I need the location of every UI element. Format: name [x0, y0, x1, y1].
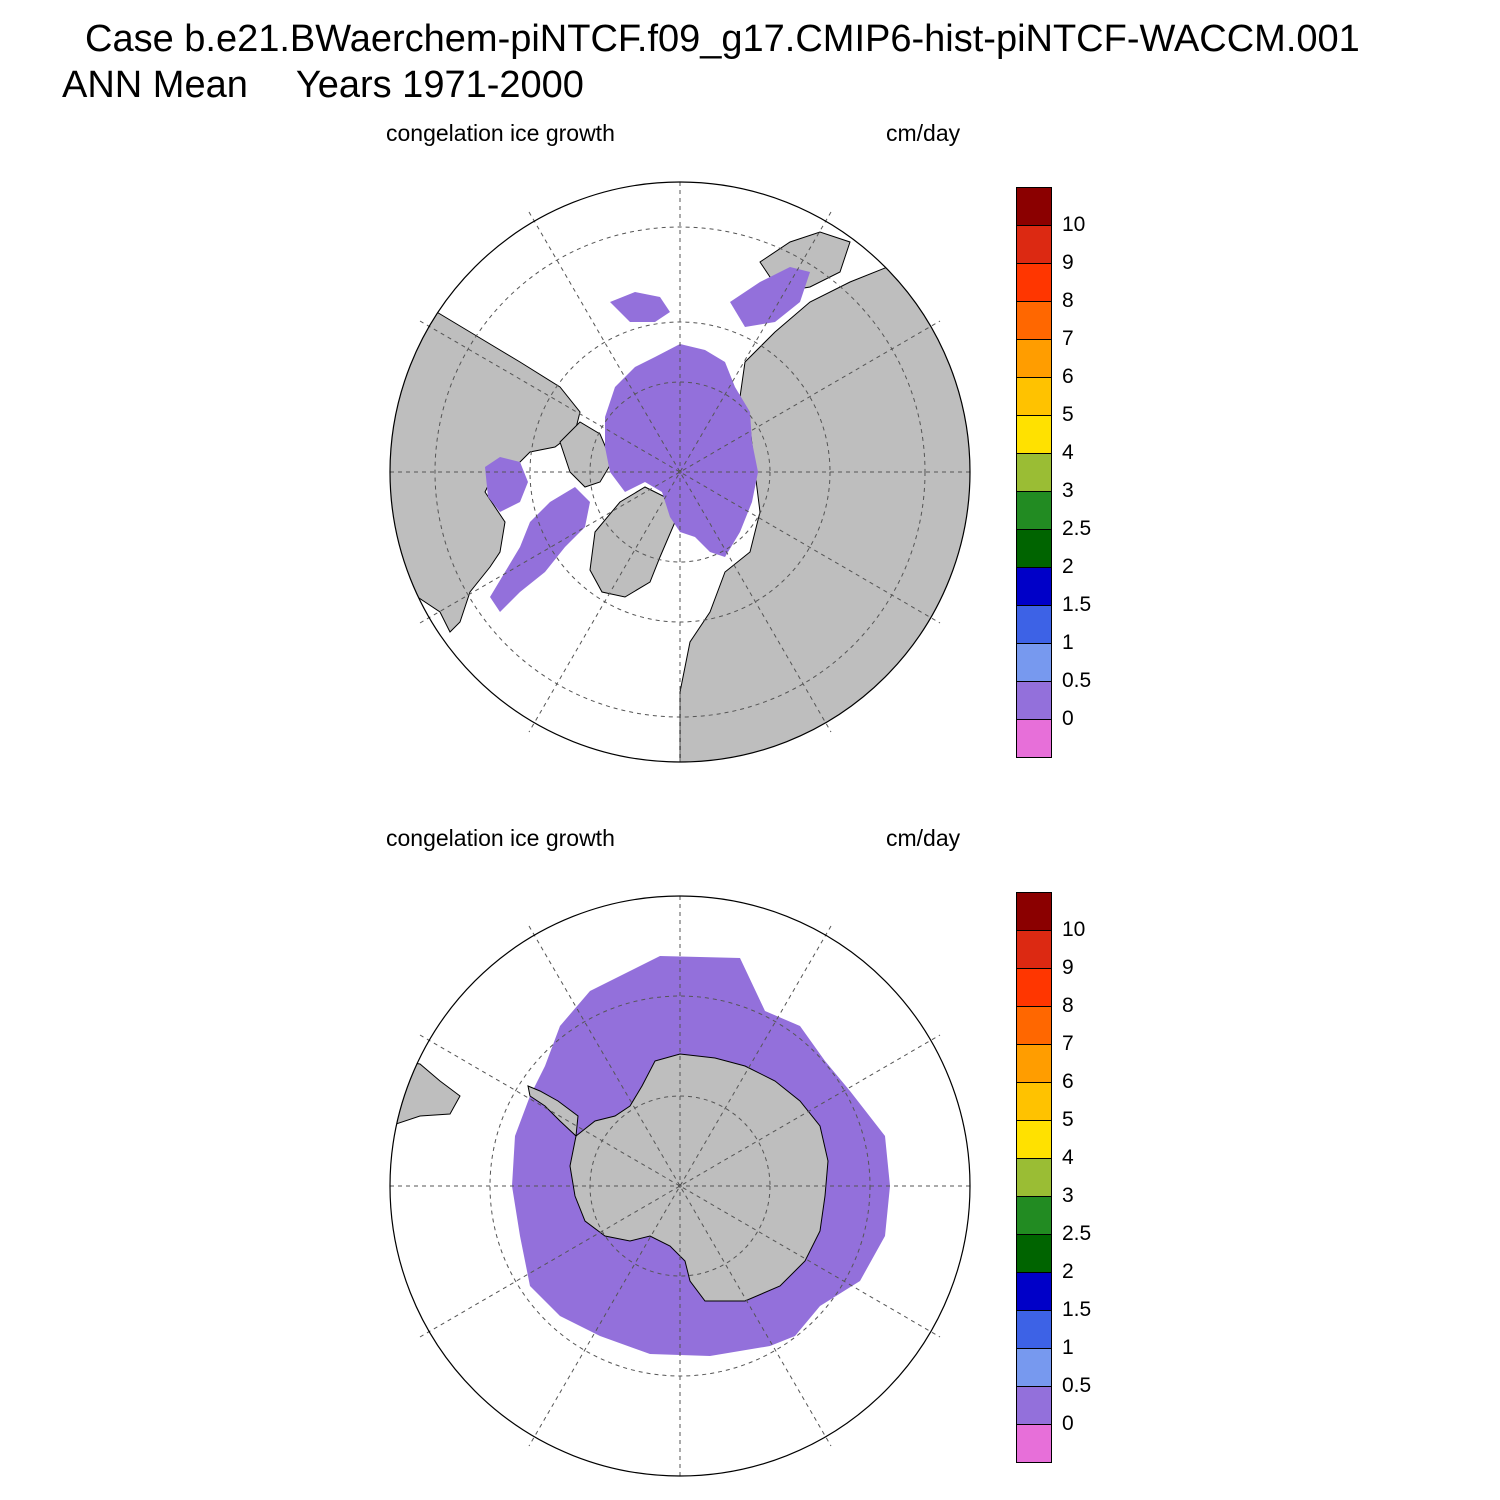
south-colorbar-label: 3 — [1062, 1184, 1074, 1207]
south-colorbar-box — [1016, 1386, 1052, 1425]
south-land-antarctica — [569, 1053, 829, 1302]
north-colorbar-label: 1 — [1062, 631, 1074, 654]
south-colorbar-box — [1016, 1158, 1052, 1197]
south-panel-units-label: cm/day — [886, 825, 961, 851]
north-colorbar-box — [1016, 567, 1052, 606]
figure-title-case: Case b.e21.BWaerchem-piNTCF.f09_g17.CMIP… — [85, 18, 1360, 60]
north-map-boundary — [389, 181, 971, 763]
north-colorbar-label: 2.5 — [1062, 517, 1092, 540]
years-label: Years 1971-2000 — [295, 64, 584, 106]
north-colorbar-label: 10 — [1062, 213, 1086, 236]
south-colorbar-box — [1016, 968, 1052, 1007]
south-graticule — [390, 896, 970, 1476]
north-colorbar-label: 0.5 — [1062, 669, 1092, 692]
south-colorbar-label: 2 — [1062, 1260, 1074, 1283]
south-colorbar-label: 4 — [1062, 1146, 1074, 1169]
north-colorbar-box — [1016, 339, 1052, 378]
south-land-antarctic-peninsula — [527, 1085, 579, 1138]
north-colorbar-label: 8 — [1062, 289, 1074, 312]
south-colorbar-label: 1 — [1062, 1336, 1074, 1359]
north-colorbar — [1016, 187, 1052, 759]
south-colorbar-label: 9 — [1062, 956, 1074, 979]
north-graticule — [390, 182, 970, 762]
north-colorbar-box — [1016, 529, 1052, 568]
south-colorbar-box — [1016, 1424, 1052, 1463]
north-land-greenland — [589, 486, 676, 598]
south-colorbar-label: 2.5 — [1062, 1222, 1092, 1245]
north-colorbar-label: 9 — [1062, 251, 1074, 274]
north-colorbar-box — [1016, 681, 1052, 720]
season-label: ANN Mean — [62, 64, 248, 106]
north-colorbar-label: 7 — [1062, 327, 1074, 350]
north-colorbar-label: 4 — [1062, 441, 1074, 464]
south-polar-map — [389, 895, 971, 1477]
south-colorbar-label: 10 — [1062, 918, 1086, 941]
south-colorbar-box — [1016, 1234, 1052, 1273]
south-colorbar-box — [1016, 1120, 1052, 1159]
south-colorbar-label: 7 — [1062, 1032, 1074, 1055]
south-colorbar-box — [1016, 1310, 1052, 1349]
north-colorbar-label: 5 — [1062, 403, 1074, 426]
north-colorbar-box — [1016, 453, 1052, 492]
north-sea-ice-hudson-bay — [485, 457, 528, 512]
north-colorbar-box — [1016, 719, 1052, 758]
north-colorbar-box — [1016, 263, 1052, 302]
south-colorbar — [1016, 892, 1052, 1464]
south-colorbar-box — [1016, 1044, 1052, 1083]
south-colorbar-box — [1016, 1348, 1052, 1387]
south-colorbar-label: 0.5 — [1062, 1374, 1092, 1397]
south-colorbar-box — [1016, 1196, 1052, 1235]
north-panel-units-label: cm/day — [886, 120, 961, 146]
north-colorbar-box — [1016, 377, 1052, 416]
north-sea-ice-arctic — [605, 344, 758, 557]
south-map-boundary — [389, 895, 971, 1477]
north-polar-map — [389, 181, 971, 763]
north-sea-ice-baffin-labrador — [490, 487, 590, 612]
north-panel-variable-label: congelation ice growth — [386, 120, 615, 146]
south-colorbar-label: 6 — [1062, 1070, 1074, 1093]
north-colorbar-box — [1016, 415, 1052, 454]
south-colorbar-label: 5 — [1062, 1108, 1074, 1131]
north-colorbar-box — [1016, 301, 1052, 340]
south-colorbar-box — [1016, 1082, 1052, 1121]
south-colorbar-box — [1016, 892, 1052, 931]
north-colorbar-label: 1.5 — [1062, 593, 1092, 616]
south-colorbar-label: 8 — [1062, 994, 1074, 1017]
north-colorbar-box — [1016, 605, 1052, 644]
south-panel-variable-label: congelation ice growth — [386, 825, 615, 851]
south-colorbar-box — [1016, 1006, 1052, 1045]
north-colorbar-box — [1016, 187, 1052, 226]
north-sea-ice-bering — [610, 292, 670, 322]
north-colorbar-box — [1016, 491, 1052, 530]
south-colorbar-label: 0 — [1062, 1412, 1074, 1435]
south-colorbar-label: 1.5 — [1062, 1298, 1092, 1321]
north-colorbar-label: 6 — [1062, 365, 1074, 388]
south-colorbar-box — [1016, 930, 1052, 969]
north-colorbar-label: 3 — [1062, 479, 1074, 502]
north-colorbar-box — [1016, 643, 1052, 682]
north-colorbar-label: 0 — [1062, 707, 1074, 730]
north-colorbar-box — [1016, 225, 1052, 264]
figure-title-period: ANN Mean Years 1971-2000 — [62, 64, 584, 107]
north-colorbar-label: 2 — [1062, 555, 1074, 578]
south-colorbar-box — [1016, 1272, 1052, 1311]
